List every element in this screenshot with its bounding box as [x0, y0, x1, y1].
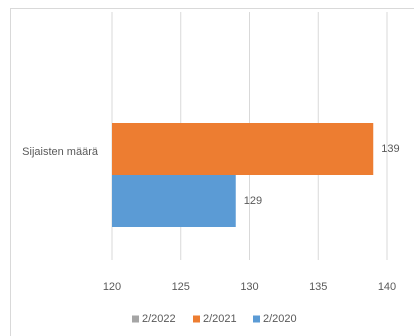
- x-tick-label: 135: [309, 281, 327, 293]
- frame-left-border: [10, 8, 11, 336]
- bar-2-2021: [112, 123, 374, 175]
- legend-swatch-2-2022: [132, 315, 139, 323]
- x-tick-label: 130: [240, 281, 258, 293]
- legend-swatch-2-2021: [193, 315, 200, 323]
- frame-top-border: [10, 8, 414, 9]
- legend-label-2-2021: 2/2021: [203, 313, 237, 325]
- bar-2-2020: [112, 175, 236, 227]
- legend-label-2-2022: 2/2022: [142, 313, 176, 325]
- x-tick-label: 125: [172, 281, 190, 293]
- legend: 2/2022 2/2021 2/2020: [132, 313, 297, 325]
- x-tick-label: 140: [378, 281, 396, 293]
- x-tick-label: 120: [103, 281, 121, 293]
- legend-swatch-2-2020: [253, 315, 260, 323]
- data-label-2-2020: 129: [244, 195, 262, 207]
- category-label: Sijaisten määrä: [22, 146, 99, 158]
- bars: [112, 123, 374, 227]
- data-label-2-2021: 139: [381, 143, 399, 155]
- legend-label-2-2020: 2/2020: [263, 313, 297, 325]
